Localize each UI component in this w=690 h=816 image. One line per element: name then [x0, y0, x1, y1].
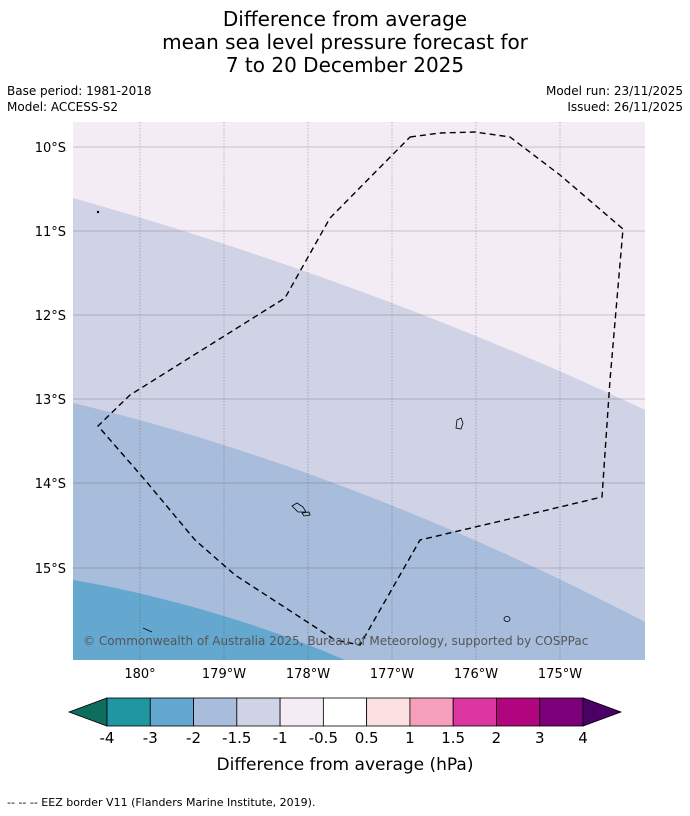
colorbar-tick-label: -2: [186, 729, 201, 747]
island-east: [455, 417, 464, 430]
colorbar-swatch: [496, 697, 541, 727]
forecast-map: © Commonwealth of Australia 2025, Bureau…: [35, 122, 645, 775]
issued-date: Issued: 26/11/2025: [567, 100, 683, 114]
island-central-2: [301, 511, 311, 517]
colorbar: -4 -3 -2 -1.5 -1 -0.5 0.5 1 1.5 2 3 4: [67, 697, 623, 747]
colorbar-tick-label: 3: [535, 729, 545, 747]
colorbar-tick-label: -4: [100, 729, 115, 747]
islet: [96, 210, 100, 214]
lon-label: 176°W: [454, 667, 498, 682]
island-west: [142, 627, 153, 633]
colorbar-title: Difference from average (hPa): [217, 755, 474, 775]
map-title: Difference from average mean sea level p…: [0, 8, 690, 77]
attribution-text: © Commonwealth of Australia 2025, Bureau…: [83, 634, 588, 648]
title-line-1: Difference from average: [222, 7, 468, 31]
model-name: Model: ACCESS-S2: [7, 100, 119, 114]
colorbar-swatch: [106, 697, 151, 727]
lon-label: 178°W: [286, 667, 330, 682]
colorbar-tick-label: 0.5: [355, 729, 379, 747]
colorbar-tick-label: 4: [578, 729, 588, 747]
colorbar-tick-label: -1.5: [222, 729, 251, 747]
colorbar-swatch: [366, 697, 411, 727]
latitude-labels: 10°S 11°S 12°S 13°S 14°S 15°S: [35, 141, 66, 577]
colorbar-extend-high: [582, 697, 623, 727]
lon-label: 177°W: [370, 667, 414, 682]
lon-label: 180°: [124, 667, 155, 682]
lat-label: 15°S: [35, 562, 66, 577]
colorbar-swatch: [409, 697, 454, 727]
lon-label: 179°W: [202, 667, 246, 682]
colorbar-tick-label: -3: [143, 729, 158, 747]
colorbar-swatch: [149, 697, 194, 727]
longitude-labels: 180° 179°W 178°W 177°W 176°W 175°W: [124, 667, 582, 682]
model-info: Base period: 1981-2018 Model: ACCESS-S2: [7, 83, 152, 115]
band-minus-2-to-3: [73, 580, 345, 660]
run-info: Model run: 23/11/2025 Issued: 26/11/2025: [546, 83, 683, 115]
colorbar-swatch: [452, 697, 497, 727]
lat-label: 14°S: [35, 477, 66, 492]
colorbar-tick-label: 1.5: [441, 729, 465, 747]
base-period: Base period: 1981-2018: [7, 84, 152, 98]
eez-border: [97, 131, 624, 646]
islands: [96, 210, 511, 633]
colorbar-tick-label: 2: [492, 729, 502, 747]
colorbar-extend-low: [67, 697, 108, 727]
lat-label: 11°S: [35, 225, 66, 240]
colorbar-tick-label: -1: [273, 729, 288, 747]
title-line-3: 7 to 20 December 2025: [225, 53, 465, 77]
pressure-anomaly-shading: [73, 122, 645, 660]
colorbar-tick-label: 1: [405, 729, 415, 747]
island-central: [291, 502, 307, 513]
lat-label: 13°S: [35, 393, 66, 408]
island-south: [503, 616, 511, 622]
lat-label: 10°S: [35, 141, 66, 156]
eez-legend: -- -- -- EEZ border V11 (Flanders Marine…: [7, 796, 316, 809]
lon-label: 175°W: [538, 667, 582, 682]
graticule: [73, 122, 645, 660]
colorbar-swatch: [193, 697, 238, 727]
colorbar-swatch: [539, 697, 584, 727]
colorbar-swatch: [236, 697, 281, 727]
band-minus-1.5-to-2: [73, 403, 645, 660]
colorbar-swatch: [322, 697, 368, 727]
colorbar-swatch: [279, 697, 324, 727]
title-line-2: mean sea level pressure forecast for: [162, 30, 528, 54]
colorbar-tick-label: -0.5: [309, 729, 338, 747]
model-run: Model run: 23/11/2025: [545, 84, 683, 98]
lat-label: 12°S: [35, 309, 66, 324]
